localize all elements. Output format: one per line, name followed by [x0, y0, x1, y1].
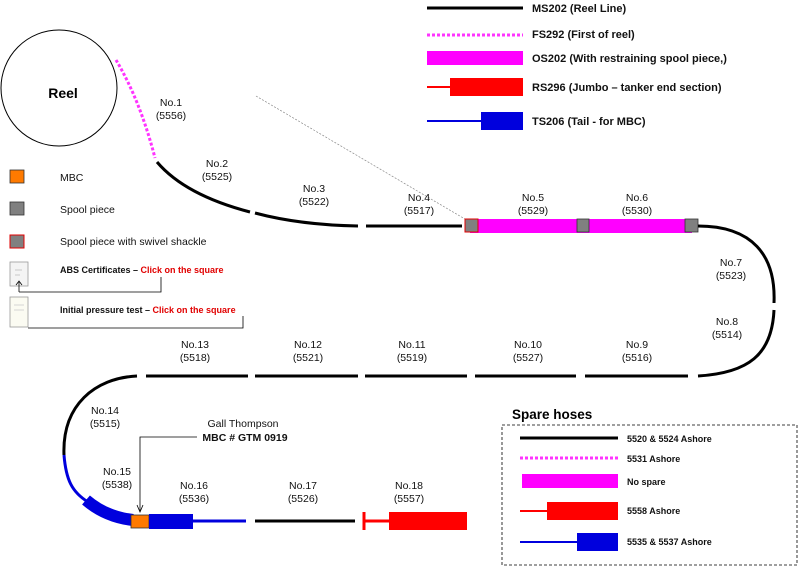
spare-hoses: Spare hoses 5520 & 5524 Ashore 5531 Asho…: [501, 407, 798, 566]
mbc-maker: Gall Thompson: [207, 418, 278, 430]
legend-restraining-swatch: [427, 51, 523, 65]
hose-1: [114, 59, 157, 159]
key: MBC Spool piece Spool piece with swivel …: [9, 169, 244, 329]
legend-tail: TS206 (Tail - for MBC): [532, 116, 646, 128]
spool-6: [576, 218, 590, 233]
mbc-marker: [130, 514, 150, 529]
key-spool-swivel-label: Spool piece with swivel shackle: [60, 236, 207, 248]
hose-4-serial: (5517): [404, 205, 434, 217]
hose-13-serial: (5518): [180, 352, 210, 364]
hose-1-serial: (5556): [156, 110, 186, 122]
spare-item-tail: 5535 & 5537 Ashore: [627, 537, 712, 547]
hose-18: [389, 512, 467, 530]
hose-15: [82, 495, 134, 526]
hose-18-no: No.18: [395, 480, 423, 492]
spare-restraining-swatch: [522, 474, 618, 488]
spool-7: [684, 218, 699, 233]
hose-11-serial: (5519): [397, 352, 427, 364]
pressure-connector: [28, 316, 244, 329]
mbc-callout-arrow: [136, 504, 144, 514]
hose-18-serial: (5557): [394, 493, 424, 505]
key-spool-swatch: [9, 201, 25, 216]
spare-item-jumbo: 5558 Ashore: [627, 506, 680, 516]
hose-6-no: No.6: [626, 192, 648, 204]
legend-tail-swatch: [481, 112, 523, 130]
hose-8: [697, 309, 776, 378]
hose-11-no: No.11: [398, 339, 425, 351]
hose-17-serial: (5526): [288, 493, 318, 505]
abs-certificates-link[interactable]: ABS Certificates – Click on the square: [60, 265, 224, 275]
hose-16-serial: (5536): [179, 493, 209, 505]
spare-box: [501, 424, 798, 566]
legend: MS202 (Reel Line) FS292 (First of reel) …: [427, 3, 727, 130]
hose-8-serial: (5514): [712, 329, 742, 341]
legend-reel-line: MS202 (Reel Line): [532, 3, 626, 15]
spare-jumbo-swatch: [547, 502, 618, 520]
hose-17-no: No.17: [289, 480, 317, 492]
hose-string: [62, 59, 776, 530]
pointer-line: [255, 95, 471, 223]
key-mbc-label: MBC: [60, 172, 84, 184]
mbc-id: MBC # GTM 0919: [202, 432, 287, 444]
spare-item-restraining: No spare: [627, 477, 666, 487]
hose-16-no: No.16: [180, 480, 208, 492]
hose-5-serial: (5529): [518, 205, 548, 217]
hose-8-no: No.8: [716, 316, 738, 328]
hose-9-no: No.9: [626, 339, 648, 351]
spool-swivel-5: [464, 218, 479, 233]
hose-10-no: No.10: [514, 339, 542, 351]
hose-15-no: No.15: [103, 466, 131, 478]
hose-2: [155, 161, 251, 214]
legend-jumbo: RS296 (Jumbo – tanker end section): [532, 82, 722, 94]
abs-connector: [19, 277, 162, 293]
legend-first-of-reel: FS292 (First of reel): [532, 29, 635, 41]
reel: [0, 29, 118, 147]
hose-14-no: No.14: [91, 405, 119, 417]
hose-12-serial: (5521): [293, 352, 323, 364]
hose-7-serial: (5523): [716, 270, 746, 282]
key-spool-swivel-swatch: [9, 234, 25, 249]
pressure-test-link[interactable]: Initial pressure test – Click on the squ…: [60, 305, 236, 315]
hose-1-no: No.1: [160, 97, 182, 109]
hose-2-serial: (5525): [202, 171, 232, 183]
hose-14-serial: (5515): [90, 418, 120, 430]
hose-7-no: No.7: [720, 257, 742, 269]
legend-restraining: OS202 (With restraining spool piece,): [532, 53, 727, 65]
hose-3-serial: (5522): [299, 196, 329, 208]
hose-14-tail: [62, 454, 89, 504]
spare-title: Spare hoses: [512, 407, 592, 422]
hose-7: [697, 224, 776, 304]
hose-16: [149, 514, 193, 529]
hose-12-no: No.12: [294, 339, 322, 351]
spare-tail-swatch: [577, 533, 618, 551]
key-spool-label: Spool piece: [60, 204, 115, 216]
hose-10-serial: (5527): [513, 352, 543, 364]
hose-4-no: No.4: [408, 192, 430, 204]
reel-label: Reel: [48, 85, 78, 101]
abs-arrow-head: [15, 280, 23, 286]
hose-9-serial: (5516): [622, 352, 652, 364]
hose-5-no: No.5: [522, 192, 544, 204]
spare-item-first-of-reel: 5531 Ashore: [627, 454, 680, 464]
mbc-callout-line: [139, 436, 197, 512]
hose-14: [62, 374, 138, 456]
hose-13-no: No.13: [181, 339, 209, 351]
hose-15-serial: (5538): [102, 479, 132, 491]
hose-6-serial: (5530): [622, 205, 652, 217]
hose-3-no: No.3: [303, 183, 325, 195]
key-mbc-swatch: [9, 169, 25, 184]
pressure-test-square[interactable]: [9, 296, 29, 328]
legend-jumbo-swatch: [450, 78, 523, 96]
hose-labels: No.1 (5556) No.2 (5525) No.3 (5522) No.4…: [90, 97, 746, 505]
hose-3: [254, 211, 359, 228]
hose-2-no: No.2: [206, 158, 228, 170]
spare-item-reel-line: 5520 & 5524 Ashore: [627, 434, 712, 444]
